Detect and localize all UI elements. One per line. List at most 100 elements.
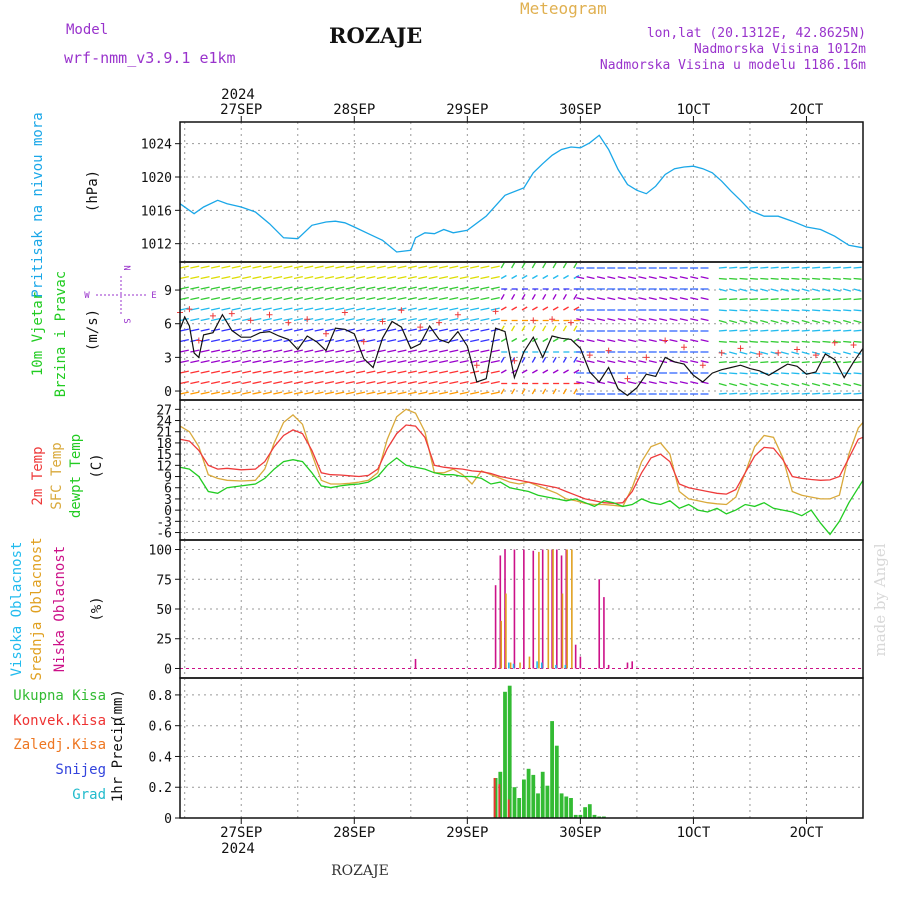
wind-arrow xyxy=(314,265,324,269)
pressure-panel: 1012 1016 1020 1024 xyxy=(141,121,864,263)
wind-unit: (m/s) xyxy=(85,309,101,351)
wind-arrow xyxy=(418,275,428,280)
wind-arrow xyxy=(449,349,459,353)
wind-arrow xyxy=(179,317,189,322)
wind-arrow xyxy=(822,392,831,395)
wind-gust-marker xyxy=(567,319,574,326)
wind-arrow xyxy=(760,266,769,269)
wind-arrow xyxy=(659,297,668,301)
wind-arrow xyxy=(366,349,376,353)
wind-arrow xyxy=(563,306,569,311)
wind-arrow xyxy=(739,340,748,343)
wind-arrow xyxy=(669,318,678,322)
wind-arrow xyxy=(729,372,738,375)
wind-arrow xyxy=(179,286,189,290)
wind-arrow xyxy=(200,380,210,385)
wind-arrow xyxy=(617,381,626,385)
compass-w: W xyxy=(84,291,90,301)
wind-arrow xyxy=(596,276,606,280)
wind-arrow xyxy=(700,339,709,343)
wind-arrow xyxy=(812,298,821,301)
wind-arrow xyxy=(700,297,709,301)
wind-arrow xyxy=(200,349,210,353)
wind-arrow xyxy=(470,328,480,332)
wind-arrow xyxy=(273,328,283,332)
wind-arrow xyxy=(749,309,758,312)
total-precip-bar xyxy=(526,768,531,818)
year-label-bottom: 2024 xyxy=(221,841,255,857)
wind-arrow xyxy=(531,274,538,280)
wind-arrow xyxy=(356,307,366,311)
wind-arrow xyxy=(718,329,727,332)
wind-arrow xyxy=(729,392,738,395)
wind-arrow xyxy=(760,298,769,301)
wind-arrow xyxy=(179,265,189,269)
wind-arrow xyxy=(500,293,505,300)
wind-arrow xyxy=(791,392,800,395)
wind-arrow xyxy=(791,266,800,269)
model-name: wrf-nmm_v3.9.1 e1km xyxy=(64,49,236,67)
wind-arrow xyxy=(459,359,469,364)
wind-arrow xyxy=(190,349,200,353)
wind-arrow xyxy=(418,286,428,290)
wind-arrow xyxy=(669,297,678,301)
wind-arrow xyxy=(832,382,841,387)
wind-gust-marker xyxy=(511,357,518,364)
wind-arrow xyxy=(376,275,386,280)
wind-arrow xyxy=(459,370,469,374)
wind-arrow xyxy=(552,325,557,332)
y-tick-label: -6 xyxy=(156,527,172,542)
wind-arrow xyxy=(822,372,831,375)
wind-arrow xyxy=(853,266,862,269)
wind-arrow xyxy=(617,339,626,343)
wind-arrow xyxy=(770,392,779,395)
wind-arrow xyxy=(387,265,397,269)
wind-arrow xyxy=(542,356,547,363)
wind-arrow xyxy=(387,359,397,364)
wind-arrow xyxy=(418,338,428,343)
wind-arrow xyxy=(262,338,272,343)
wind-arrow xyxy=(729,298,738,301)
wind-arrow xyxy=(573,369,580,374)
wind-gust-marker xyxy=(186,306,193,313)
wind-arrow xyxy=(669,381,678,385)
wind-arrow xyxy=(324,275,335,280)
wind-arrow xyxy=(449,338,459,343)
wind-arrow xyxy=(791,329,800,332)
wind-arrow xyxy=(832,298,841,301)
model-label: Model xyxy=(66,22,108,38)
wind-arrow xyxy=(262,391,272,395)
wind-arrow xyxy=(542,325,547,332)
wind-arrow xyxy=(586,360,595,364)
wind-arrow xyxy=(283,328,293,332)
wind-arrow xyxy=(607,339,616,343)
wind-arrow xyxy=(242,275,252,280)
conv-precip-bar xyxy=(507,799,510,818)
wind-arrow xyxy=(407,338,417,343)
wind-arrow xyxy=(273,317,283,322)
wind-arrow xyxy=(576,276,585,280)
wind-arrow xyxy=(179,338,189,343)
wind-arrow xyxy=(853,288,862,292)
wind-arrow xyxy=(366,338,376,343)
wind-arrow xyxy=(552,337,559,343)
wind-arrow xyxy=(596,381,606,385)
wind-arrow xyxy=(718,288,727,292)
wind-arrow xyxy=(607,318,616,322)
wind-arrow xyxy=(843,277,852,280)
wind-arrow xyxy=(397,328,407,332)
wind-arrow xyxy=(210,380,221,385)
wind-gust-marker xyxy=(436,319,443,326)
wind-arrow xyxy=(832,319,841,324)
wind-arrow xyxy=(729,266,738,269)
wind-arrow xyxy=(627,381,637,385)
wind-arrow xyxy=(356,275,366,280)
conv-precip-bar xyxy=(493,778,496,818)
wind-arrow xyxy=(438,275,449,280)
wind-arrow xyxy=(324,338,335,343)
wind-arrow xyxy=(770,298,779,301)
wind-arrow xyxy=(449,359,459,364)
wind-arrow xyxy=(179,391,189,395)
y-tick-label: 75 xyxy=(156,573,172,588)
wind-arrow xyxy=(801,361,810,364)
